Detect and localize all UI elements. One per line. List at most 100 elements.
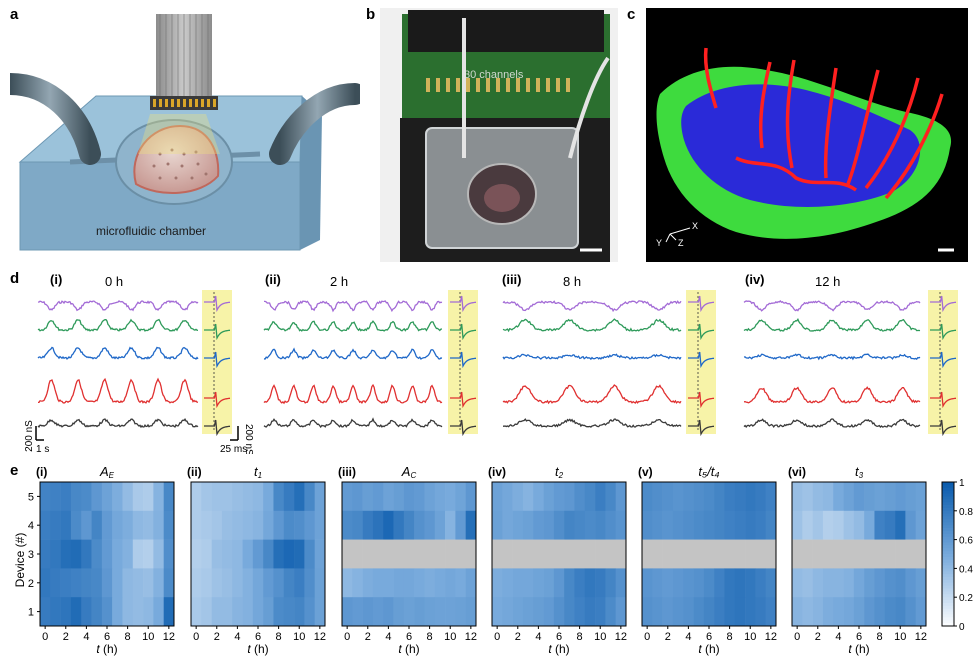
- colorbar-segment: [942, 591, 954, 595]
- heatmap-cell: [424, 482, 436, 512]
- heatmap-cell: [132, 482, 144, 512]
- heatmap-cell: [512, 568, 524, 598]
- trace-roman-3: (iii): [502, 272, 522, 287]
- heatmap-cell: [905, 568, 916, 598]
- heatmap-cell: [434, 510, 446, 540]
- heatmap-title: AE: [99, 464, 115, 480]
- heatmap-cell: [615, 597, 627, 627]
- heatmap-cell: [802, 539, 813, 569]
- heatmap-cell: [383, 510, 394, 540]
- heatmap-title-sub: C: [410, 471, 416, 480]
- heatmap-cell: [683, 597, 694, 627]
- colorbar-segment: [942, 623, 954, 627]
- trace-roman-1: (i): [50, 272, 63, 287]
- heatmap-cell: [304, 597, 315, 627]
- spike-waveform: [204, 391, 231, 409]
- heatmap-cell: [163, 482, 175, 512]
- heatmap-cell: [543, 597, 555, 627]
- spike-waveform: [930, 391, 957, 409]
- heatmap-cell: [605, 568, 616, 598]
- heatmap-cell: [273, 568, 285, 598]
- heatmap-cell: [201, 539, 212, 569]
- heatmap-cell: [40, 597, 51, 627]
- heatmap-cell: [533, 510, 544, 540]
- heatmap-cell: [101, 539, 113, 569]
- heatmap-cell: [595, 482, 606, 512]
- y-tick-label: 5: [28, 491, 34, 503]
- heatmap-cell: [502, 597, 513, 627]
- heatmap-cell: [564, 597, 575, 627]
- colorbar-frame: [941, 481, 955, 627]
- heatmap-title-sub: 2: [558, 471, 564, 480]
- heatmap-cell: [693, 539, 705, 569]
- x-tick-label: 8: [427, 631, 433, 643]
- heatmap-cell: [242, 510, 254, 540]
- heatmap-xlabel: t (h): [548, 642, 569, 656]
- heatmap-cell: [242, 539, 254, 569]
- heatmap-cell: [112, 482, 123, 512]
- spike-waveform: [450, 295, 477, 313]
- heatmap-cell: [81, 568, 92, 598]
- heatmap-cell: [383, 568, 394, 598]
- heatmap-cell: [132, 510, 144, 540]
- heatmap-cell: [564, 539, 575, 569]
- heatmap-cell: [153, 568, 164, 598]
- heatmap-cell: [283, 482, 295, 512]
- heatmap-cell: [492, 539, 503, 569]
- heatmap-cell: [112, 597, 123, 627]
- heatmap-cell: [884, 597, 896, 627]
- heatmap-cell: [122, 597, 134, 627]
- x-tick-label: 6: [706, 631, 712, 643]
- colorbar-segment: [942, 519, 954, 523]
- colorbar-segment: [942, 507, 954, 512]
- x-tick-label: 4: [385, 631, 391, 643]
- heatmap-ylabel: Device (#): [13, 533, 27, 588]
- heatmap-cell: [812, 597, 824, 627]
- colorbar-segment: [942, 516, 954, 520]
- heatmap-cell: [132, 568, 144, 598]
- heatmap-cell: [70, 539, 82, 569]
- colorbar-segment: [942, 542, 954, 546]
- trace-line: [37, 418, 199, 429]
- x-tick-label: 4: [535, 631, 541, 643]
- heatmap-cell: [905, 482, 916, 512]
- heatmap-cell: [342, 510, 353, 540]
- heatmap-title: AC: [401, 464, 417, 480]
- heatmap-cell: [792, 482, 803, 512]
- heatmap-cell: [765, 482, 777, 512]
- trace-roman-2: (ii): [265, 272, 281, 287]
- heatmap-cell: [455, 597, 466, 627]
- heatmap-cell: [101, 568, 113, 598]
- heatmap-cell: [163, 539, 175, 569]
- heatmap-cell: [314, 482, 326, 512]
- heatmap-cell: [362, 482, 374, 512]
- heatmap-cell: [802, 568, 813, 598]
- heatmap-cell: [833, 482, 844, 512]
- heatmap-cell: [143, 482, 154, 512]
- heatmap-cell: [502, 510, 513, 540]
- colorbar-segment: [942, 614, 954, 618]
- heatmap-cell: [605, 482, 616, 512]
- x-tick-label: 12: [314, 631, 326, 643]
- organoid-photo: [484, 184, 520, 212]
- heatmap-cell: [372, 510, 384, 540]
- heatmap-cell: [40, 539, 51, 569]
- colorbar-segment: [942, 551, 954, 555]
- spike-waveform: [688, 419, 715, 437]
- trace-line: [503, 418, 682, 428]
- heatmap-cell: [915, 597, 927, 627]
- heatmap-cell: [652, 568, 663, 598]
- colorbar-segment: [942, 562, 954, 566]
- heatmap-cell: [112, 539, 123, 569]
- heatmap-cell: [703, 510, 715, 540]
- heatmap-cell: [543, 539, 555, 569]
- x-tick-label: 10: [594, 631, 606, 643]
- heatmap-cell: [232, 539, 243, 569]
- heatmap-cell: [543, 568, 555, 598]
- heatmap-xlabel: t (h): [96, 642, 117, 656]
- heatmap-cell: [734, 482, 746, 512]
- heatmap-roman: (iii): [338, 465, 356, 479]
- heatmap-cell: [642, 597, 653, 627]
- heatmap-cell: [403, 539, 415, 569]
- y-tick-label: 3: [28, 549, 34, 561]
